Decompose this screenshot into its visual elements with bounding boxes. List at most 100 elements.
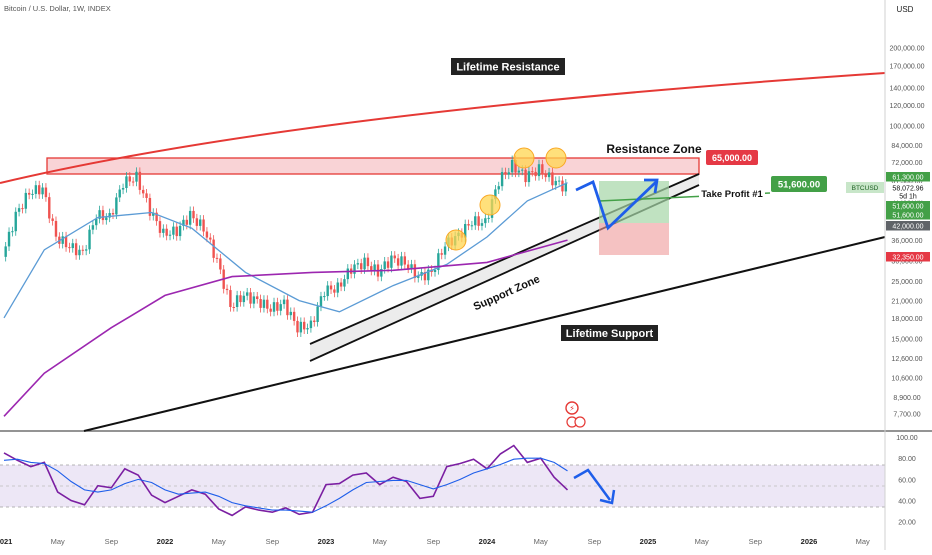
candle-body [182, 219, 185, 226]
candle-body [306, 328, 309, 330]
y-tick-label: 10,600.00 [891, 375, 922, 382]
moving-average-short [3, 182, 568, 319]
price-label: 51,600.00 [892, 213, 923, 220]
candle-body [34, 185, 38, 194]
candle-body [470, 225, 474, 227]
rsi-ma-line [3, 457, 568, 513]
candle-body [91, 225, 95, 230]
candle-body [242, 295, 246, 303]
candle-body [209, 237, 212, 240]
candle-body [11, 231, 14, 233]
candle-body [406, 264, 410, 269]
candle-body [155, 212, 158, 222]
candle-body [78, 249, 81, 256]
x-tick-label: May [212, 537, 226, 546]
symbol-badge: BTCUSD [852, 185, 879, 192]
candle-body [71, 243, 74, 249]
candle-body [115, 197, 118, 215]
rsi-tick-label: 80.00 [898, 456, 916, 463]
candle-body [561, 180, 564, 192]
candle-body [14, 211, 17, 232]
price-label-bg [886, 201, 930, 211]
candle-body [235, 295, 239, 307]
candle-body [95, 218, 98, 226]
candle-body [199, 219, 202, 226]
candle-body [480, 223, 484, 226]
candle-body [148, 197, 152, 216]
x-tick-label: May [51, 537, 65, 546]
lightning-icon[interactable] [565, 401, 579, 415]
take-profit-label: Take Profit #1 [701, 189, 763, 200]
y-tick-label: 100,000.00 [889, 123, 924, 130]
highlight-circle [545, 147, 567, 169]
x-tick-label: May [856, 537, 870, 546]
candle-body [423, 272, 427, 281]
price-label-bg [886, 252, 930, 262]
lifetime-resistance-label-bg [451, 58, 565, 75]
candle-body [474, 216, 477, 226]
candle-body [145, 193, 148, 198]
candle-body [463, 224, 467, 238]
candle-body [44, 187, 48, 198]
candle-body [17, 208, 21, 212]
rsi-projection-arrow [573, 468, 612, 501]
candle-body [111, 213, 115, 215]
candle-body [215, 257, 219, 259]
candle-body [396, 258, 400, 266]
candle-body [101, 210, 105, 221]
candle-body [202, 219, 205, 232]
candle-body [313, 320, 316, 323]
y-tick-label: 140,000.00 [889, 86, 924, 93]
x-tick-label: Sep [266, 537, 279, 546]
badge-65000-bg [706, 150, 758, 165]
candle-body [219, 258, 222, 270]
x-tick-label: 2026 [801, 537, 818, 546]
price-label: 42,000.00 [892, 224, 923, 231]
badge-51600: 51,600.00 [778, 180, 820, 191]
y-tick-label: 84,000.00 [891, 143, 922, 150]
price-label: 51,600.00 [892, 204, 923, 211]
y-tick-label: 15,000.00 [891, 336, 922, 343]
candle-body [554, 180, 557, 186]
highlight-circle [479, 194, 501, 216]
lifetime-support-label-bg [561, 325, 658, 341]
candle-body [229, 290, 232, 307]
candle-body [467, 224, 470, 226]
y-tick-label: 7,700.00 [893, 411, 920, 418]
candle-body [108, 213, 111, 218]
candle-body [51, 218, 54, 221]
x-tick-label: 2025 [640, 537, 657, 546]
lightning-icon-glyph: ⚡ [569, 404, 575, 413]
candle-body [316, 306, 319, 323]
candle-body [282, 299, 286, 305]
candle-body [158, 221, 162, 233]
candle-body [326, 285, 329, 297]
candle-body [88, 229, 91, 250]
y-tick-label: 12,600.00 [891, 356, 922, 363]
candle-body [507, 172, 511, 175]
candle-body [541, 164, 544, 175]
candle-body [363, 257, 366, 270]
candle-body [497, 186, 500, 190]
y-tick-label: 200,000.00 [889, 45, 924, 52]
rsi-tick-label: 20.00 [898, 520, 916, 527]
take-profit-label-bg [699, 186, 765, 200]
candle-body [400, 256, 403, 266]
candle-body [279, 304, 282, 311]
candle-body [494, 189, 497, 200]
flag-icon[interactable] [574, 416, 586, 428]
price-label: 5d 1h [899, 194, 917, 201]
y-tick-label: 21,000.00 [891, 299, 922, 306]
candle-body [27, 192, 31, 195]
candle-body [121, 188, 125, 190]
candle-body [417, 275, 420, 278]
candle-body [437, 253, 440, 271]
x-tick-label: 2024 [479, 537, 497, 546]
candle-body [7, 231, 11, 247]
candle-body [413, 264, 417, 278]
candle-body [276, 302, 279, 311]
candle-body [360, 263, 363, 270]
chart-title: Bitcoin / U.S. Dollar, 1W, INDEX [4, 4, 111, 13]
